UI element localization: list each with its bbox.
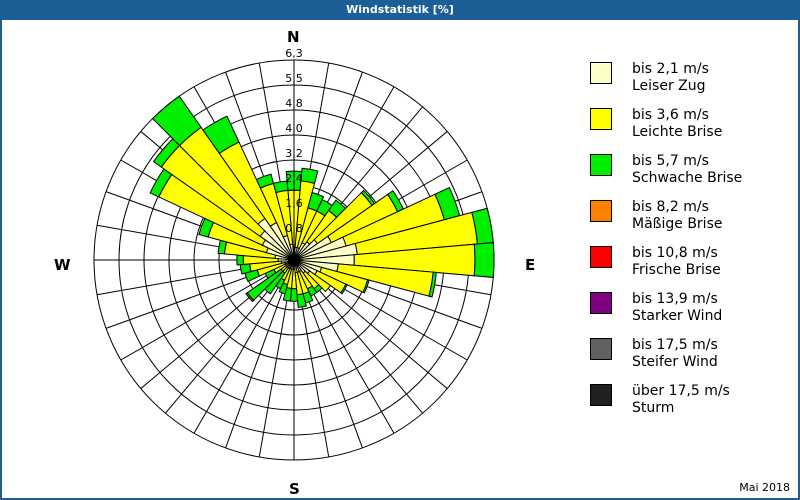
rose-petal-segment bbox=[282, 286, 293, 302]
chart-panel: 0,8 1,6 2,4 3,2 4,0 4,8 5,5 6,3 N E S W bis 2,1… bbox=[2, 20, 798, 498]
radial-tick-label: 3,2 bbox=[285, 147, 303, 160]
rose-petal-segment bbox=[278, 282, 289, 295]
rose-petal-segment bbox=[300, 167, 319, 184]
legend-label: bis 5,7 m/s Schwache Brise bbox=[632, 153, 743, 186]
radial-tick-label: 2,4 bbox=[285, 172, 303, 185]
rose-petal-segment bbox=[245, 292, 255, 303]
radial-tick-label: 0,8 bbox=[285, 222, 303, 235]
legend-swatch bbox=[590, 292, 612, 314]
legend-swatch bbox=[590, 108, 612, 130]
legend-swatch bbox=[590, 154, 612, 176]
compass-south: S bbox=[289, 480, 300, 498]
legend-label: bis 2,1 m/s Leiser Zug bbox=[632, 61, 709, 94]
rose-petal-segment bbox=[307, 191, 325, 212]
rose-petal-segment bbox=[306, 270, 332, 293]
rose-petal-segment bbox=[362, 279, 370, 294]
grid-spoke bbox=[193, 259, 295, 434]
rose-petal-segment bbox=[272, 180, 289, 194]
rose-petal-segment bbox=[473, 242, 495, 278]
compass-north: N bbox=[287, 28, 300, 46]
rose-petal-segment bbox=[428, 271, 437, 298]
radial-tick-label: 1,6 bbox=[285, 197, 303, 210]
legend-swatch bbox=[590, 62, 612, 84]
legend-label: bis 8,2 m/s Mäßige Brise bbox=[632, 199, 723, 232]
legend-swatch bbox=[590, 338, 612, 360]
rose-petal-segment bbox=[340, 283, 348, 295]
wind-rose-chart: 0,8 1,6 2,4 3,2 4,0 4,8 5,5 6,3 bbox=[93, 47, 495, 461]
compass-west: W bbox=[54, 256, 71, 274]
legend-swatch bbox=[590, 200, 612, 222]
compass-east: E bbox=[525, 256, 536, 274]
rose-petal-segment bbox=[202, 115, 240, 155]
legend-swatch bbox=[590, 384, 612, 406]
grid-spoke bbox=[120, 259, 295, 361]
rose-petal-segment bbox=[236, 254, 244, 266]
legend-label: über 17,5 m/s Sturm bbox=[632, 383, 730, 416]
rose-petal-segment bbox=[151, 95, 202, 147]
rose-petal-segment bbox=[296, 293, 307, 308]
radial-tick-label: 5,5 bbox=[285, 72, 303, 85]
rose-petal-segment bbox=[255, 173, 275, 189]
radial-tick-label: 6,3 bbox=[285, 47, 303, 60]
radial-tick-label: 4,8 bbox=[285, 97, 303, 110]
legend-swatch bbox=[590, 246, 612, 268]
radial-tick-label: 4,0 bbox=[285, 122, 303, 135]
rose-petal-segment bbox=[239, 263, 252, 275]
legend-label: bis 13,9 m/s Starker Wind bbox=[632, 291, 723, 324]
legend-label: bis 17,5 m/s Steifer Wind bbox=[632, 337, 718, 370]
window-title: Windstatistik [%] bbox=[346, 3, 454, 16]
legend-label: bis 3,6 m/s Leichte Brise bbox=[632, 107, 723, 140]
date-label: Mai 2018 bbox=[739, 481, 790, 494]
legend-label: bis 10,8 m/s Frische Brise bbox=[632, 245, 721, 278]
